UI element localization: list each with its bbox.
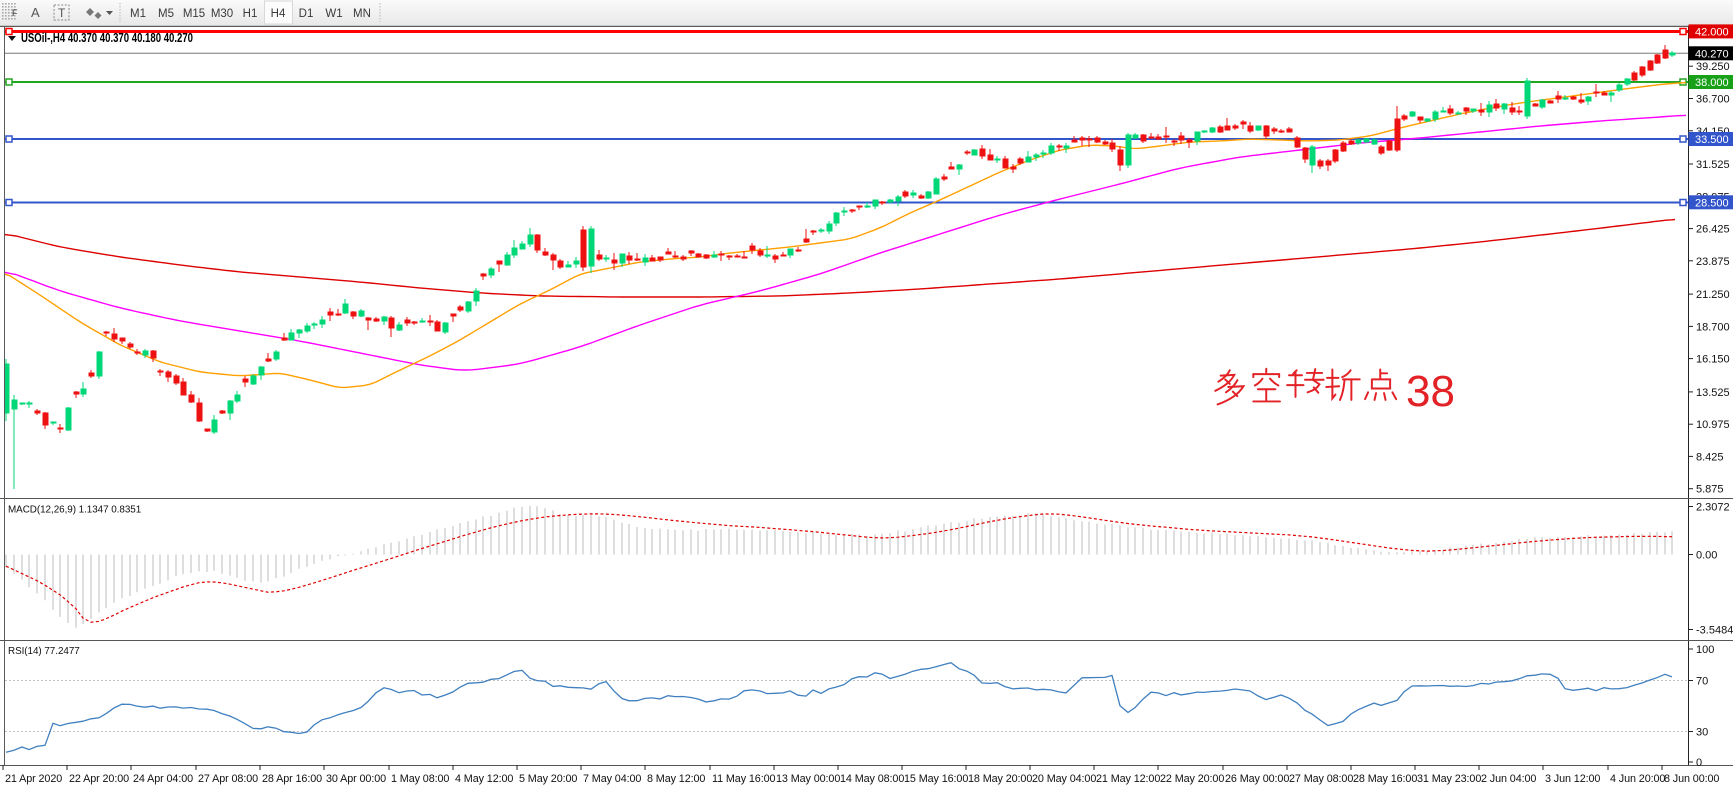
svg-text:M15: M15 bbox=[183, 8, 205, 20]
svg-text:M1: M1 bbox=[130, 8, 146, 20]
svg-text:26.425: 26.425 bbox=[1696, 224, 1730, 236]
svg-text:42.000: 42.000 bbox=[1695, 26, 1729, 38]
svg-text:1 May 08:00: 1 May 08:00 bbox=[391, 773, 449, 785]
svg-text:21 May 12:00: 21 May 12:00 bbox=[1096, 773, 1160, 785]
svg-text:-3.5484: -3.5484 bbox=[1696, 625, 1733, 637]
svg-text:22 Apr 20:00: 22 Apr 20:00 bbox=[69, 773, 129, 785]
svg-text:H1: H1 bbox=[243, 8, 258, 20]
svg-text:T: T bbox=[58, 6, 66, 20]
svg-text:11 May 16:00: 11 May 16:00 bbox=[712, 773, 776, 785]
svg-text:8.425: 8.425 bbox=[1696, 451, 1724, 463]
svg-text:8 Jun 00:00: 8 Jun 00:00 bbox=[1664, 773, 1719, 785]
svg-text:MACD(12,26,9) 1.1347 0.8351: MACD(12,26,9) 1.1347 0.8351 bbox=[8, 505, 142, 516]
svg-text:8 May 12:00: 8 May 12:00 bbox=[647, 773, 705, 785]
svg-text:40.270: 40.270 bbox=[1695, 48, 1729, 60]
svg-text:15 May 16:00: 15 May 16:00 bbox=[904, 773, 968, 785]
svg-text:24 Apr 04:00: 24 Apr 04:00 bbox=[133, 773, 193, 785]
svg-text:39.250: 39.250 bbox=[1696, 61, 1730, 73]
svg-text:M5: M5 bbox=[158, 8, 174, 20]
svg-text:20 May 04:00: 20 May 04:00 bbox=[1032, 773, 1096, 785]
svg-text:H4: H4 bbox=[271, 8, 286, 20]
svg-text:2.3072: 2.3072 bbox=[1696, 502, 1730, 514]
svg-text:33.500: 33.500 bbox=[1695, 134, 1729, 146]
svg-text:A: A bbox=[31, 5, 40, 20]
svg-text:10.975: 10.975 bbox=[1696, 419, 1730, 431]
svg-text:28 May 16:00: 28 May 16:00 bbox=[1353, 773, 1417, 785]
svg-text:F: F bbox=[12, 8, 18, 18]
svg-text:27 May 08:00: 27 May 08:00 bbox=[1289, 773, 1353, 785]
svg-text:MN: MN bbox=[353, 8, 371, 20]
svg-text:28 Apr 16:00: 28 Apr 16:00 bbox=[262, 773, 322, 785]
svg-text:4 Jun 20:00: 4 Jun 20:00 bbox=[1610, 773, 1665, 785]
svg-text:30: 30 bbox=[1696, 727, 1708, 739]
svg-text:28.500: 28.500 bbox=[1695, 197, 1729, 209]
svg-text:4 May 12:00: 4 May 12:00 bbox=[455, 773, 513, 785]
svg-text:7 May 04:00: 7 May 04:00 bbox=[583, 773, 641, 785]
svg-text:0: 0 bbox=[1696, 757, 1702, 769]
svg-text:W1: W1 bbox=[325, 8, 342, 20]
svg-text:38: 38 bbox=[1406, 367, 1455, 416]
svg-text:18 May 20:00: 18 May 20:00 bbox=[968, 773, 1032, 785]
svg-text:13 May 00:00: 13 May 00:00 bbox=[776, 773, 840, 785]
svg-text:USOil-,H4 40.370 40.370 40.18: USOil-,H4 40.370 40.370 40.180 40.270 bbox=[21, 31, 193, 45]
svg-text:16.150: 16.150 bbox=[1696, 354, 1730, 366]
svg-text:RSI(14) 77.2477: RSI(14) 77.2477 bbox=[8, 646, 80, 657]
svg-text:22 May 20:00: 22 May 20:00 bbox=[1160, 773, 1224, 785]
svg-text:27 Apr 08:00: 27 Apr 08:00 bbox=[198, 773, 258, 785]
svg-text:5 May 20:00: 5 May 20:00 bbox=[519, 773, 577, 785]
svg-text:5.875: 5.875 bbox=[1696, 484, 1724, 496]
svg-text:21.250: 21.250 bbox=[1696, 289, 1730, 301]
svg-text:13.525: 13.525 bbox=[1696, 387, 1730, 399]
svg-text:M30: M30 bbox=[211, 8, 233, 20]
svg-text:38.000: 38.000 bbox=[1695, 77, 1729, 89]
svg-text:23.875: 23.875 bbox=[1696, 256, 1730, 268]
svg-text:0.00: 0.00 bbox=[1696, 550, 1717, 562]
svg-text:36.700: 36.700 bbox=[1696, 94, 1730, 106]
svg-text:2 Jun 04:00: 2 Jun 04:00 bbox=[1481, 773, 1536, 785]
svg-text:26 May 00:00: 26 May 00:00 bbox=[1225, 773, 1289, 785]
svg-text:31.525: 31.525 bbox=[1696, 159, 1730, 171]
svg-text:3 Jun 12:00: 3 Jun 12:00 bbox=[1545, 773, 1600, 785]
svg-text:31 May 23:00: 31 May 23:00 bbox=[1417, 773, 1481, 785]
svg-text:D1: D1 bbox=[299, 8, 314, 20]
svg-text:30 Apr 00:00: 30 Apr 00:00 bbox=[326, 773, 386, 785]
svg-text:21 Apr 2020: 21 Apr 2020 bbox=[5, 773, 62, 785]
svg-text:70: 70 bbox=[1696, 676, 1708, 688]
svg-text:18.700: 18.700 bbox=[1696, 321, 1730, 333]
svg-text:14 May 08:00: 14 May 08:00 bbox=[840, 773, 904, 785]
svg-text:100: 100 bbox=[1696, 644, 1714, 656]
